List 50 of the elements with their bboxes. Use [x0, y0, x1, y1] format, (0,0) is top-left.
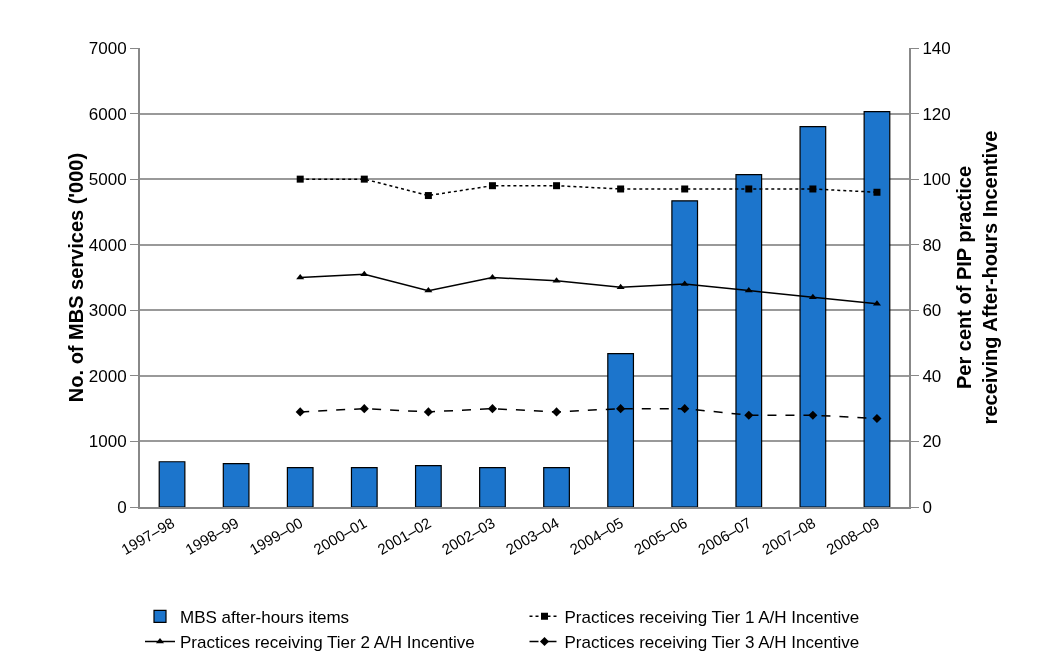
y2-tick-label: 120: [922, 104, 951, 124]
y-tick-label: 0: [117, 497, 127, 517]
point: [872, 413, 882, 424]
legend-label: Practices receiving Tier 2 A/H Incentive: [180, 633, 475, 653]
y2-tick-label: 40: [922, 366, 942, 386]
bar: [222, 463, 250, 507]
y2-tick-label: 80: [922, 235, 942, 255]
point: [487, 404, 498, 414]
bar: [479, 467, 506, 507]
point: [423, 407, 433, 417]
point: [360, 175, 368, 183]
y2-tick-label: 0: [922, 497, 932, 517]
bar: [414, 465, 442, 507]
legend-label: MBS after-hours items: [180, 607, 350, 627]
y-axis-title: No. of MBS services ('000): [64, 152, 87, 403]
y-tick-label: 5000: [88, 170, 127, 190]
point: [551, 407, 562, 417]
legend-label: Practices receiving Tier 1 A/H Incentive: [564, 607, 860, 627]
bar: [286, 467, 314, 507]
point: [424, 192, 432, 200]
point: [296, 175, 304, 183]
y2-tick-label: 60: [922, 301, 942, 321]
point: [616, 283, 625, 290]
point: [616, 404, 626, 414]
y2-axis-title: Per cent of PIP practice receiving After-hours Incentive: [952, 130, 1001, 425]
y2-tick-label: 20: [922, 432, 942, 452]
point: [617, 185, 625, 193]
point: [808, 410, 818, 420]
y-tick-label: 7000: [88, 38, 127, 58]
legend-label: Practices receiving Tier 3 A/H Incentive: [564, 633, 860, 653]
point: [680, 404, 690, 414]
y-tick-label: 2000: [88, 366, 127, 386]
y2-tick-label: 100: [922, 170, 951, 190]
point: [745, 185, 753, 193]
bar: [158, 461, 186, 507]
point: [553, 182, 561, 190]
bar: [350, 467, 378, 507]
point: [809, 185, 817, 193]
point: [744, 410, 754, 420]
point: [873, 188, 881, 196]
y2-tick-label: 140: [922, 38, 951, 58]
point: [295, 407, 305, 417]
point: [681, 185, 689, 193]
bar: [543, 467, 570, 507]
point: [359, 404, 369, 414]
y-tick-label: 3000: [88, 301, 127, 321]
y-tick-label: 1000: [88, 432, 127, 452]
point: [488, 182, 496, 190]
y-tick-label: 6000: [88, 104, 127, 124]
y-tick-label: 4000: [88, 235, 127, 255]
